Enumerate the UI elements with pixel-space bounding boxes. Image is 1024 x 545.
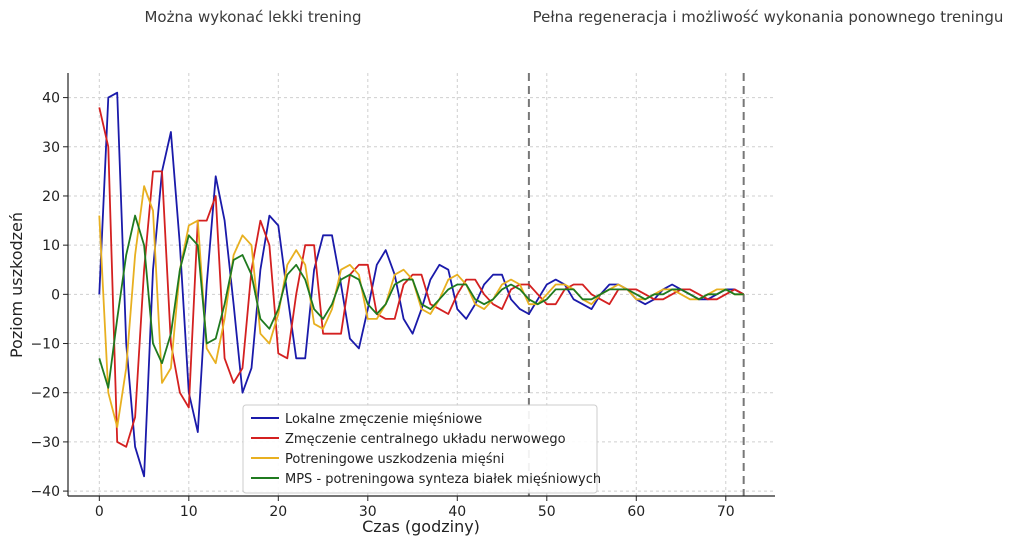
legend-label-cns-fatigue: Zmęczenie centralnego układu nerwowego [285, 432, 566, 447]
y-tick-label: −10 [30, 337, 60, 353]
annotation-full-recovery: Pełna regeneracja i możliwość wykonania … [533, 8, 1004, 26]
y-tick-label: 10 [42, 238, 60, 254]
x-tick-label: 50 [538, 504, 556, 520]
series-lines [98, 91, 745, 478]
x-axis-label: Czas (godziny) [362, 517, 480, 536]
legend-label-local-fatigue: Lokalne zmęczenie mięśniowe [285, 412, 482, 427]
annotation-light-training: Można wykonać lekki trening [144, 8, 361, 26]
y-tick-label: −30 [30, 435, 60, 451]
series-line-3 [98, 214, 744, 389]
x-tick-label: 40 [448, 504, 466, 520]
legend: Lokalne zmęczenie mięśniowe Zmęczenie ce… [242, 404, 601, 494]
legend-label-mps: MPS - potreningowa synteza białek mięśni… [285, 472, 601, 487]
y-tick-label: 0 [51, 287, 60, 303]
y-tick-label: −20 [30, 386, 60, 402]
x-tick-label: 20 [269, 504, 287, 520]
x-tick-label: 70 [717, 504, 735, 520]
series-line-2 [98, 185, 744, 429]
y-tick-label: 20 [42, 189, 60, 205]
y-tick-label: 30 [42, 140, 60, 156]
y-tick-label: 40 [42, 91, 60, 107]
tick-labels: 0 10 20 30 40 50 60 70 40 30 20 10 0 −10 −20 −30 −40 [30, 91, 734, 520]
legend-label-muscle-damage: Potreningowe uszkodzenia mięśni [285, 452, 504, 467]
y-axis-label: Poziom uszkodzeń [7, 212, 26, 358]
series-line-1 [98, 107, 745, 448]
axes [63, 73, 775, 501]
legend-box [242, 404, 598, 494]
y-tick-label: −40 [30, 484, 60, 500]
x-tick-label: 60 [627, 504, 645, 520]
x-tick-label: 0 [95, 504, 104, 520]
x-tick-label: 30 [359, 504, 377, 520]
x-tick-label: 10 [180, 504, 198, 520]
